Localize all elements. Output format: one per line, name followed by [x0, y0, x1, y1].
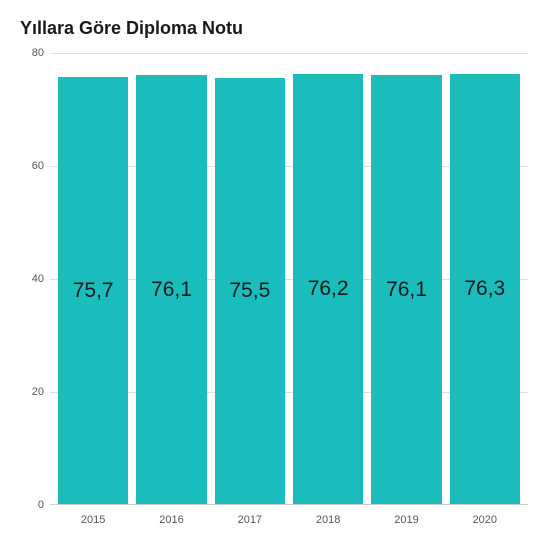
bar-slot: 75,72015 — [54, 53, 132, 504]
bar-value-label: 76,1 — [151, 278, 192, 302]
y-axis-label: 60 — [20, 160, 44, 172]
plot-area: 75,7201576,1201675,5201776,2201876,12019… — [50, 53, 528, 505]
bar-slot: 76,12016 — [132, 53, 210, 504]
bar-slot: 76,22018 — [289, 53, 367, 504]
x-axis-label: 2020 — [446, 514, 524, 526]
bar-value-label: 76,3 — [464, 277, 505, 301]
x-axis-label: 2017 — [211, 514, 289, 526]
chart-container: 020406080 75,7201576,1201675,5201776,220… — [20, 53, 530, 533]
chart-title: Yıllara Göre Diploma Notu — [20, 18, 530, 39]
bar: 76,1 — [136, 75, 206, 504]
x-axis-label: 2015 — [54, 514, 132, 526]
y-axis-label: 80 — [20, 47, 44, 59]
bar-value-label: 76,1 — [386, 278, 427, 302]
x-axis-label: 2016 — [132, 514, 210, 526]
y-axis-label: 0 — [20, 499, 44, 511]
bar: 75,7 — [58, 77, 128, 504]
y-axis-label: 40 — [20, 273, 44, 285]
bar: 76,3 — [450, 74, 520, 504]
x-axis-label: 2018 — [289, 514, 367, 526]
y-axis-label: 20 — [20, 386, 44, 398]
bar-slot: 76,12019 — [367, 53, 445, 504]
bars-group: 75,7201576,1201675,5201776,2201876,12019… — [50, 53, 528, 504]
bar-slot: 75,52017 — [211, 53, 289, 504]
bar: 75,5 — [215, 78, 285, 504]
bar-value-label: 75,7 — [73, 279, 114, 303]
bar: 76,2 — [293, 74, 363, 504]
bar-value-label: 75,5 — [229, 279, 270, 303]
x-axis-label: 2019 — [367, 514, 445, 526]
bar-slot: 76,32020 — [446, 53, 524, 504]
bar-value-label: 76,2 — [308, 277, 349, 301]
bar: 76,1 — [371, 75, 441, 504]
